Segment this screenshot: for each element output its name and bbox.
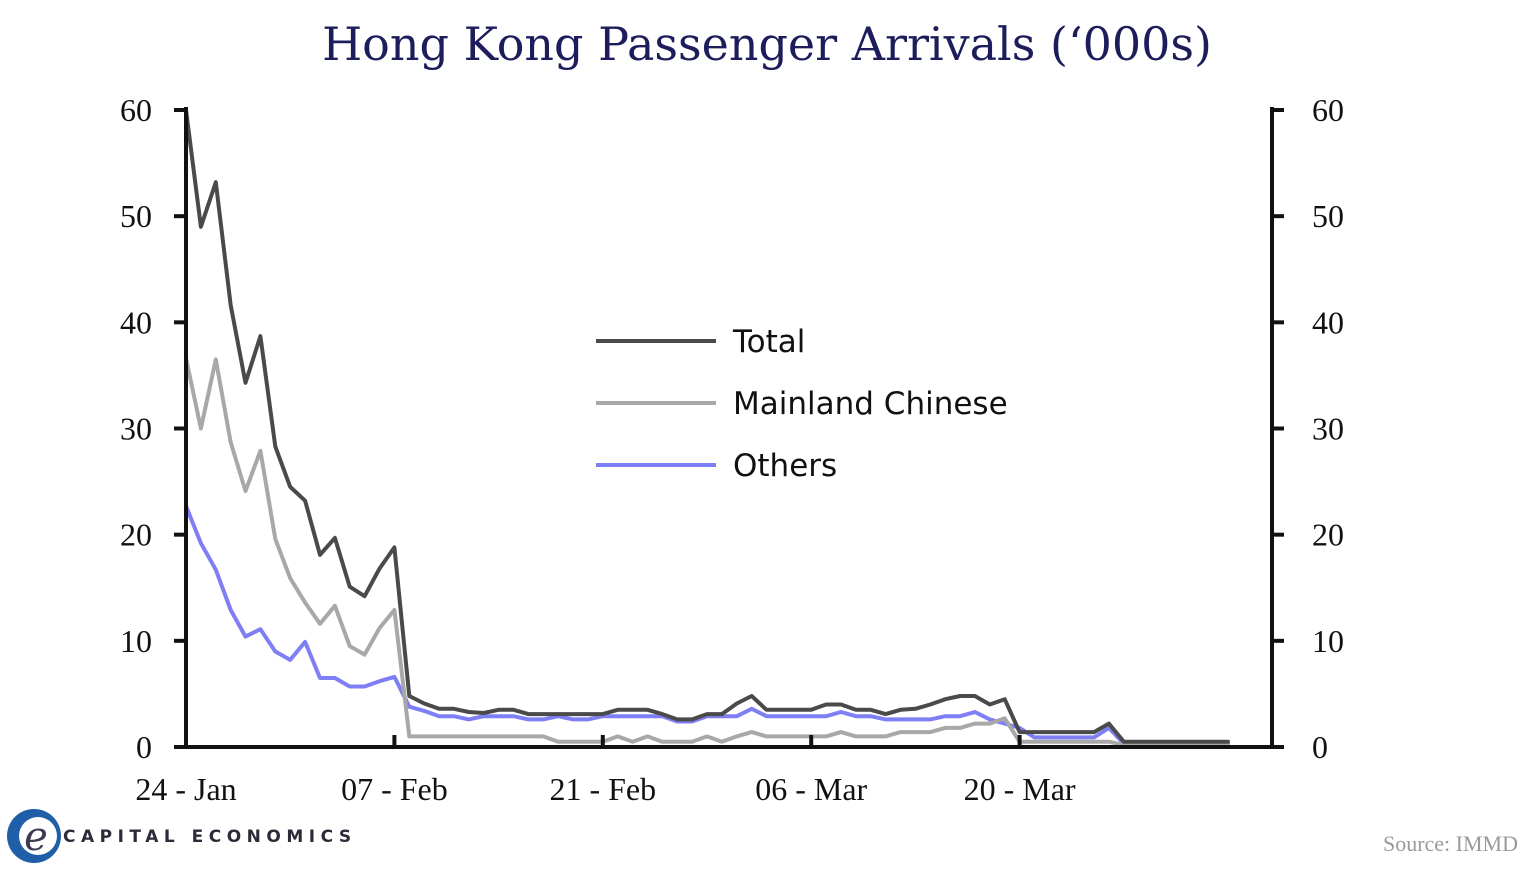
left-y-tick-label: 50 [120,198,152,234]
right-y-tick-label: 20 [1312,517,1344,553]
brand-logo: e CAPITAL ECONOMICS [7,809,357,863]
right-y-tick-label: 60 [1312,92,1344,128]
brand-name: CAPITAL ECONOMICS [63,827,357,847]
right-y-tick-label: 10 [1312,623,1344,659]
left-y-tick-label: 40 [120,304,152,340]
right-y-tick-label: 30 [1312,411,1344,447]
x-tick-label: 07 - Feb [341,771,448,807]
source-note: Source: IMMD [1383,831,1518,856]
legend: Total Mainland Chinese Others [596,324,1008,484]
x-tick-label: 06 - Mar [755,771,867,807]
x-tick-label: 24 - Jan [135,771,236,807]
x-tick-label: 20 - Mar [964,771,1076,807]
left-y-tick-label: 30 [120,411,152,447]
left-y-tick-label: 0 [136,729,152,765]
series-line-total [184,108,1230,744]
legend-label: Total [732,324,805,360]
left-y-tick-label: 10 [120,623,152,659]
right-y-tick-label: 50 [1312,198,1344,234]
chart-title: Hong Kong Passenger Arrivals (‘000s) [322,17,1212,71]
ticks: 0 10 20 30 40 50 60 0 10 20 30 40 50 60 24 - Jan 07 - F… [120,92,1344,807]
right-y-tick-label: 0 [1312,729,1328,765]
legend-label: Others [733,448,837,484]
series-line-mainland-chinese [184,356,1230,747]
axes [184,107,1274,749]
left-y-tick-label: 60 [120,92,152,128]
logo-letter-icon: e [24,814,48,860]
x-tick-label: 21 - Feb [549,771,656,807]
legend-label: Mainland Chinese [733,386,1008,422]
left-y-tick-label: 20 [120,517,152,553]
plot-area [184,108,1230,747]
right-y-tick-label: 40 [1312,304,1344,340]
